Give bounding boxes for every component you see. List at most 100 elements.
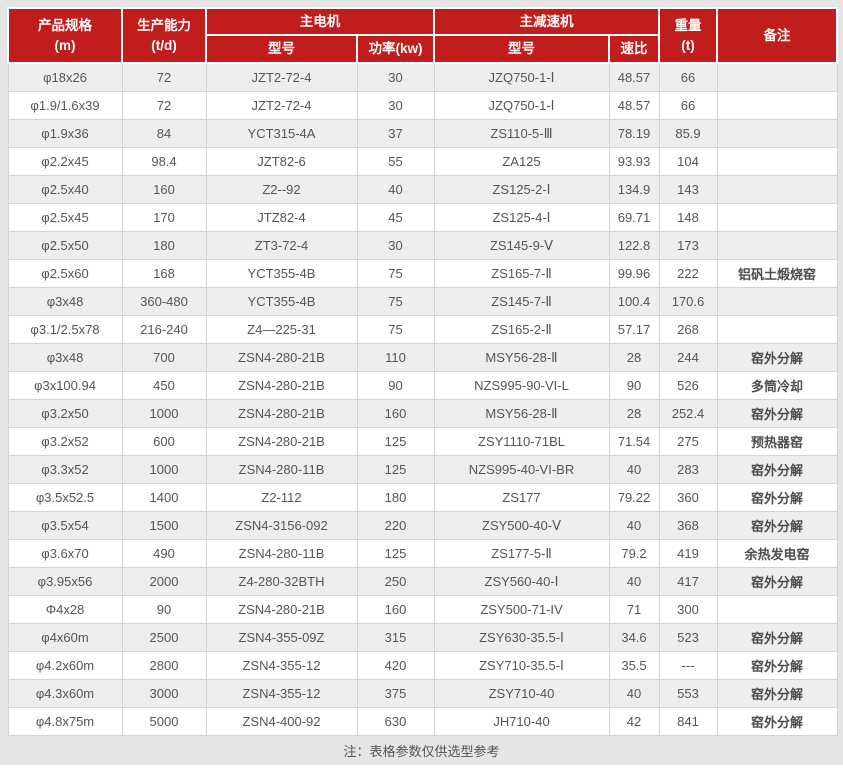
cell-ratio: 134.9: [608, 175, 660, 204]
cell-reducer-model: ZS177-5-Ⅱ: [433, 539, 610, 568]
cell-remark: 窑外分解: [716, 567, 838, 596]
cell-motor-model: YCT315-4A: [205, 119, 358, 148]
cell-ratio: 78.19: [608, 119, 660, 148]
cell-capacity: 170: [121, 203, 207, 232]
cell-capacity: 180: [121, 231, 207, 260]
cell-spec: φ3.6x70: [7, 539, 123, 568]
cell-capacity: 168: [121, 259, 207, 288]
table-row: φ2.5x40 160 Z2--92 40 ZS125-2-Ⅰ 134.9 143: [7, 175, 838, 204]
cell-motor-model: ZSN4-280-21B: [205, 399, 358, 428]
cell-capacity: 5000: [121, 707, 207, 736]
cell-remark: [716, 315, 838, 344]
cell-remark: 窑外分解: [716, 343, 838, 372]
cell-capacity: 216-240: [121, 315, 207, 344]
header-group-main-reducer: 主减速机: [433, 7, 660, 36]
bottom-gap: [0, 765, 843, 775]
table-row: φ3.95x56 2000 Z4-280-32BTH 250 ZSY560-40-Ⅰ 40…: [7, 567, 838, 596]
cell-weight: 841: [658, 707, 718, 736]
cell-reducer-model: ZS145-9-Ⅴ: [433, 231, 610, 260]
cell-weight: 85.9: [658, 119, 718, 148]
cell-capacity: 2800: [121, 651, 207, 680]
cell-spec: φ3.2x50: [7, 399, 123, 428]
table-body: φ18x26 72 JZT2-72-4 30 JZQ750-1-Ⅰ 48.57 66 φ1.9…: [7, 62, 838, 736]
cell-weight: 66: [658, 62, 718, 92]
cell-reducer-model: ZS145-7-Ⅱ: [433, 287, 610, 316]
cell-motor-model: ZSN4-280-21B: [205, 427, 358, 456]
cell-reducer-model: MSY56-28-Ⅱ: [433, 343, 610, 372]
table-header: 产品规格 (m) 生产能力 (t/d) 主电机 主减速机 重量 (t) 备注 型…: [7, 7, 838, 64]
cell-ratio: 57.17: [608, 315, 660, 344]
cell-spec: φ3x48: [7, 343, 123, 372]
cell-motor-model: ZSN4-280-21B: [205, 343, 358, 372]
cell-motor-power: 160: [356, 595, 435, 624]
header-remark: 备注: [716, 7, 838, 64]
cell-remark: 窑外分解: [716, 483, 838, 512]
table-row: φ1.9x36 84 YCT315-4A 37 ZS110-5-Ⅲ 78.19 85.9: [7, 119, 838, 148]
cell-spec: φ3.95x56: [7, 567, 123, 596]
cell-remark: 窑外分解: [716, 399, 838, 428]
table-row: φ4x60m 2500 ZSN4-355-09Z 315 ZSY630-35.5-Ⅰ 34…: [7, 623, 838, 652]
cell-motor-model: Z2--92: [205, 175, 358, 204]
cell-ratio: 71.54: [608, 427, 660, 456]
cell-weight: 526: [658, 371, 718, 400]
cell-weight: 66: [658, 91, 718, 120]
cell-spec: φ3.2x52: [7, 427, 123, 456]
cell-remark: 窑外分解: [716, 511, 838, 540]
cell-ratio: 79.2: [608, 539, 660, 568]
cell-reducer-model: ZSY710-35.5-Ⅰ: [433, 651, 610, 680]
cell-capacity: 700: [121, 343, 207, 372]
cell-reducer-model: MSY56-28-Ⅱ: [433, 399, 610, 428]
table-note: 注：表格参数仅供选型参考: [7, 736, 836, 765]
cell-ratio: 40: [608, 679, 660, 708]
cell-weight: 360: [658, 483, 718, 512]
cell-reducer-model: NZS995-40-VI-BR: [433, 455, 610, 484]
cell-remark: [716, 203, 838, 232]
table-row: φ4.3x60m 3000 ZSN4-355-12 375 ZSY710-40 40 553…: [7, 679, 838, 708]
cell-motor-model: Z4-280-32BTH: [205, 567, 358, 596]
table-row: Φ4x28 90 ZSN4-280-21B 160 ZSY500-71-IV 71 300: [7, 595, 838, 624]
header-reducer-ratio: 速比: [608, 34, 660, 64]
cell-ratio: 40: [608, 511, 660, 540]
cell-ratio: 40: [608, 567, 660, 596]
cell-reducer-model: ZSY560-40-Ⅰ: [433, 567, 610, 596]
cell-remark: 余热发电窑: [716, 539, 838, 568]
cell-motor-power: 110: [356, 343, 435, 372]
cell-motor-model: YCT355-4B: [205, 287, 358, 316]
header-capacity: 生产能力 (t/d): [121, 7, 207, 64]
cell-motor-power: 40: [356, 175, 435, 204]
cell-ratio: 99.96: [608, 259, 660, 288]
cell-motor-power: 30: [356, 231, 435, 260]
header-motor-model: 型号: [205, 34, 358, 64]
cell-motor-power: 180: [356, 483, 435, 512]
cell-ratio: 69.71: [608, 203, 660, 232]
cell-reducer-model: ZA125: [433, 147, 610, 176]
cell-motor-power: 30: [356, 91, 435, 120]
cell-reducer-model: ZS165-7-Ⅱ: [433, 259, 610, 288]
cell-motor-power: 375: [356, 679, 435, 708]
cell-motor-power: 75: [356, 259, 435, 288]
cell-reducer-model: ZSY500-40-Ⅴ: [433, 511, 610, 540]
cell-spec: φ18x26: [7, 62, 123, 92]
table-row: φ2.5x50 180 ZT3-72-4 30 ZS145-9-Ⅴ 122.8 173: [7, 231, 838, 260]
cell-capacity: 490: [121, 539, 207, 568]
cell-motor-power: 75: [356, 287, 435, 316]
cell-spec: φ3x48: [7, 287, 123, 316]
table-row: φ2.5x60 168 YCT355-4B 75 ZS165-7-Ⅱ 99.96 222 铝矾…: [7, 259, 838, 288]
cell-spec: φ3x100.94: [7, 371, 123, 400]
cell-ratio: 93.93: [608, 147, 660, 176]
cell-motor-power: 30: [356, 62, 435, 92]
cell-weight: 170.6: [658, 287, 718, 316]
cell-remark: [716, 119, 838, 148]
cell-spec: φ3.3x52: [7, 455, 123, 484]
cell-remark: [716, 147, 838, 176]
cell-motor-model: JZT82-6: [205, 147, 358, 176]
table-row: φ4.8x75m 5000 ZSN4-400-92 630 JH710-40 42 841 窑…: [7, 707, 838, 736]
cell-motor-power: 45: [356, 203, 435, 232]
table-row: φ3x48 700 ZSN4-280-21B 110 MSY56-28-Ⅱ 28 244 窑外…: [7, 343, 838, 372]
cell-spec: φ2.2x45: [7, 147, 123, 176]
cell-weight: 173: [658, 231, 718, 260]
header-product-spec: 产品规格 (m): [7, 7, 123, 64]
cell-motor-model: ZSN4-3156-092: [205, 511, 358, 540]
cell-remark: 窑外分解: [716, 679, 838, 708]
cell-capacity: 1400: [121, 483, 207, 512]
